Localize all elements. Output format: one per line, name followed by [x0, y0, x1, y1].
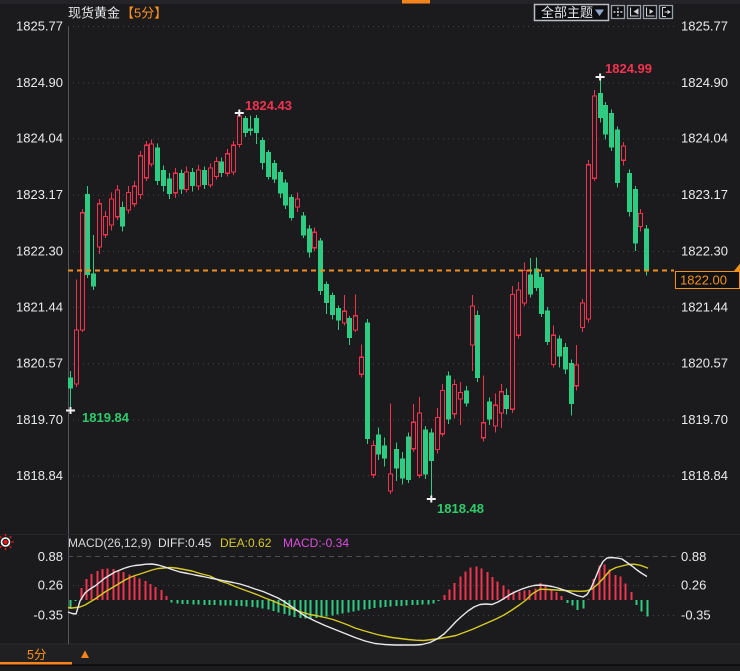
svg-text:1819.84: 1819.84	[82, 410, 130, 425]
svg-text:现货黄金: 现货黄金	[68, 6, 120, 21]
svg-text:1820.57: 1820.57	[16, 356, 63, 371]
svg-text:DIFF:0.45: DIFF:0.45	[158, 536, 212, 550]
svg-text:1825.77: 1825.77	[16, 19, 63, 34]
svg-text:5分: 5分	[27, 648, 46, 662]
svg-text:DEA:0.62: DEA:0.62	[220, 536, 272, 550]
svg-text:全部主题: 全部主题	[541, 5, 593, 20]
svg-text:1822.30: 1822.30	[16, 244, 63, 259]
svg-text:1824.99: 1824.99	[605, 61, 652, 76]
svg-text:1824.04: 1824.04	[16, 131, 63, 146]
svg-text:1824.04: 1824.04	[681, 131, 728, 146]
svg-text:1823.17: 1823.17	[681, 187, 728, 202]
svg-text:1819.70: 1819.70	[681, 412, 728, 427]
svg-text:1821.44: 1821.44	[681, 299, 728, 314]
svg-text:1818.48: 1818.48	[437, 501, 484, 516]
svg-text:MACD:-0.34: MACD:-0.34	[283, 536, 349, 550]
svg-text:1823.17: 1823.17	[16, 187, 63, 202]
svg-text:1824.90: 1824.90	[681, 75, 728, 90]
svg-text:1821.44: 1821.44	[16, 299, 63, 314]
svg-text:1818.84: 1818.84	[16, 468, 63, 483]
svg-text:1822.30: 1822.30	[681, 244, 728, 259]
svg-text:0.88: 0.88	[681, 549, 706, 564]
svg-text:-0.35: -0.35	[681, 608, 711, 623]
svg-text:1824.43: 1824.43	[245, 98, 292, 113]
svg-text:-0.35: -0.35	[33, 608, 63, 623]
svg-text:0.26: 0.26	[38, 578, 63, 593]
svg-text:1824.90: 1824.90	[16, 75, 63, 90]
svg-text:【5分】: 【5分】	[121, 6, 167, 21]
svg-text:0.88: 0.88	[38, 549, 63, 564]
svg-text:1825.77: 1825.77	[681, 19, 728, 34]
svg-text:0.26: 0.26	[681, 578, 706, 593]
svg-text:1818.84: 1818.84	[681, 468, 728, 483]
svg-text:1820.57: 1820.57	[681, 356, 728, 371]
svg-text:1819.70: 1819.70	[16, 412, 63, 427]
svg-text:MACD(26,12,9): MACD(26,12,9)	[68, 536, 151, 550]
svg-text:1822.00: 1822.00	[680, 273, 727, 288]
